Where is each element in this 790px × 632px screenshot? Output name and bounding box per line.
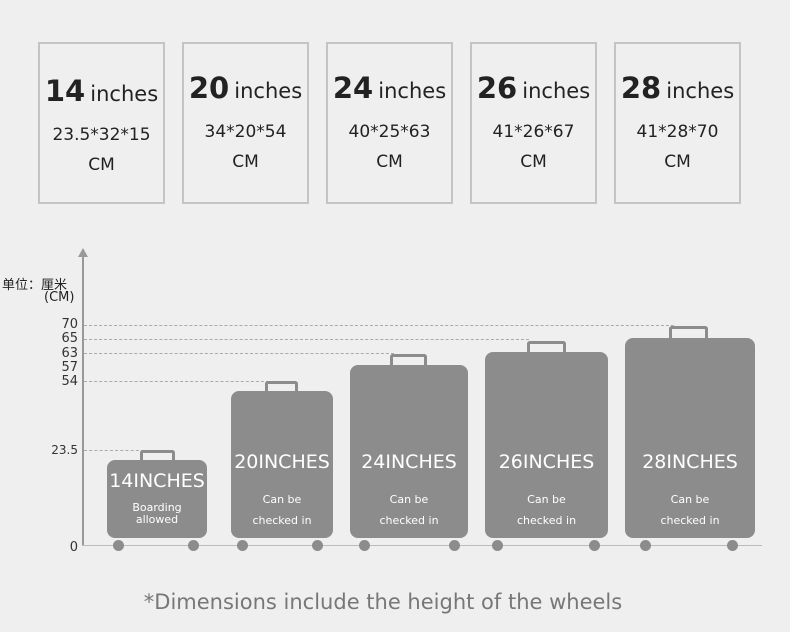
gridline-70 bbox=[84, 325, 674, 326]
suitcase-note: Can be bbox=[262, 493, 302, 506]
suitcase-20: 20INCHES Can be checked in bbox=[231, 391, 333, 538]
wheel bbox=[727, 540, 738, 551]
suitcase-label: 26INCHES bbox=[498, 451, 595, 473]
gridline-23-5 bbox=[84, 450, 144, 451]
x-axis-line bbox=[82, 545, 762, 546]
dimension-unit: CM bbox=[520, 152, 547, 172]
gridline-54 bbox=[84, 381, 269, 382]
gridline-63 bbox=[84, 353, 394, 354]
tick-23-5: 23.5 bbox=[51, 443, 78, 457]
size-card-24: 24 inches 40*25*63 CM bbox=[326, 42, 453, 204]
suitcase-label: 14INCHES bbox=[109, 470, 205, 492]
size-card-26: 26 inches 41*26*67 CM bbox=[470, 42, 597, 204]
wheel bbox=[237, 540, 248, 551]
y-axis-line bbox=[82, 255, 84, 545]
size-card-28: 28 inches 41*28*70 CM bbox=[614, 42, 741, 204]
unit-sublabel: (CM) bbox=[44, 290, 75, 305]
wheel bbox=[359, 540, 370, 551]
suitcase-note: checked in bbox=[516, 514, 577, 527]
tick-0: 0 bbox=[69, 540, 78, 555]
wheel bbox=[640, 540, 651, 551]
wheel bbox=[492, 540, 503, 551]
suitcase-26: 26INCHES Can be checked in bbox=[485, 352, 608, 538]
suitcase-handle bbox=[527, 341, 566, 353]
suitcase-14: 14INCHES Boarding allowed bbox=[107, 460, 207, 538]
suitcase-note: Can be bbox=[527, 493, 566, 506]
suitcase-note: checked in bbox=[660, 514, 720, 527]
dimension-unit: CM bbox=[664, 152, 691, 172]
tick-57: 57 bbox=[61, 360, 78, 375]
dimensions: 41*26*67 bbox=[492, 122, 575, 142]
size-unit: inches bbox=[378, 79, 447, 103]
axis-arrow-icon bbox=[78, 248, 88, 257]
suitcase-label: 20INCHES bbox=[234, 451, 330, 473]
size-unit: inches bbox=[522, 79, 591, 103]
suitcase-label: 24INCHES bbox=[361, 451, 457, 473]
size-unit: inches bbox=[234, 79, 303, 103]
suitcase-handle bbox=[265, 381, 298, 393]
size-number: 28 bbox=[620, 71, 662, 105]
dimensions: 23.5*32*15 bbox=[52, 125, 151, 145]
size-card-14: 14 inches 23.5*32*15 CM bbox=[38, 42, 165, 204]
wheel bbox=[188, 540, 199, 551]
gridline-65 bbox=[84, 339, 529, 340]
suitcase-label: 28INCHES bbox=[642, 451, 738, 473]
dimension-unit: CM bbox=[88, 155, 115, 175]
suitcase-handle bbox=[390, 354, 427, 366]
wheel bbox=[449, 540, 460, 551]
footnote: *Dimensions include the height of the wh… bbox=[143, 590, 623, 614]
tick-70: 70 bbox=[61, 317, 78, 332]
tick-54: 54 bbox=[61, 374, 78, 389]
suitcase-handle bbox=[140, 450, 175, 461]
suitcase-note: Can be bbox=[389, 493, 429, 506]
dimension-unit: CM bbox=[376, 152, 403, 172]
suitcase-note: allowed bbox=[135, 513, 179, 526]
size-number: 26 bbox=[476, 71, 518, 105]
dimension-unit: CM bbox=[232, 152, 259, 172]
wheel bbox=[589, 540, 600, 551]
suitcase-note: checked in bbox=[379, 514, 439, 527]
size-unit: inches bbox=[666, 79, 735, 103]
size-number: 14 bbox=[44, 74, 86, 108]
suitcase-28: 28INCHES Can be checked in bbox=[625, 338, 755, 538]
dimensions: 34*20*54 bbox=[204, 122, 287, 142]
dimensions: 40*25*63 bbox=[348, 122, 431, 142]
suitcase-note: Boarding bbox=[132, 501, 182, 514]
tick-65: 65 bbox=[61, 331, 78, 346]
size-unit: inches bbox=[90, 82, 159, 106]
suitcase-note: Can be bbox=[670, 493, 710, 506]
wheel bbox=[113, 540, 124, 551]
size-card-20: 20 inches 34*20*54 CM bbox=[182, 42, 309, 204]
size-number: 20 bbox=[188, 71, 230, 105]
suitcase-24: 24INCHES Can be checked in bbox=[350, 365, 468, 538]
suitcase-handle bbox=[669, 326, 708, 338]
tick-63: 63 bbox=[61, 346, 78, 361]
wheel bbox=[312, 540, 323, 551]
size-number: 24 bbox=[332, 71, 374, 105]
dimensions: 41*28*70 bbox=[636, 122, 719, 142]
unit-label: 单位：厘米 bbox=[2, 278, 68, 293]
suitcase-note: checked in bbox=[252, 514, 312, 527]
